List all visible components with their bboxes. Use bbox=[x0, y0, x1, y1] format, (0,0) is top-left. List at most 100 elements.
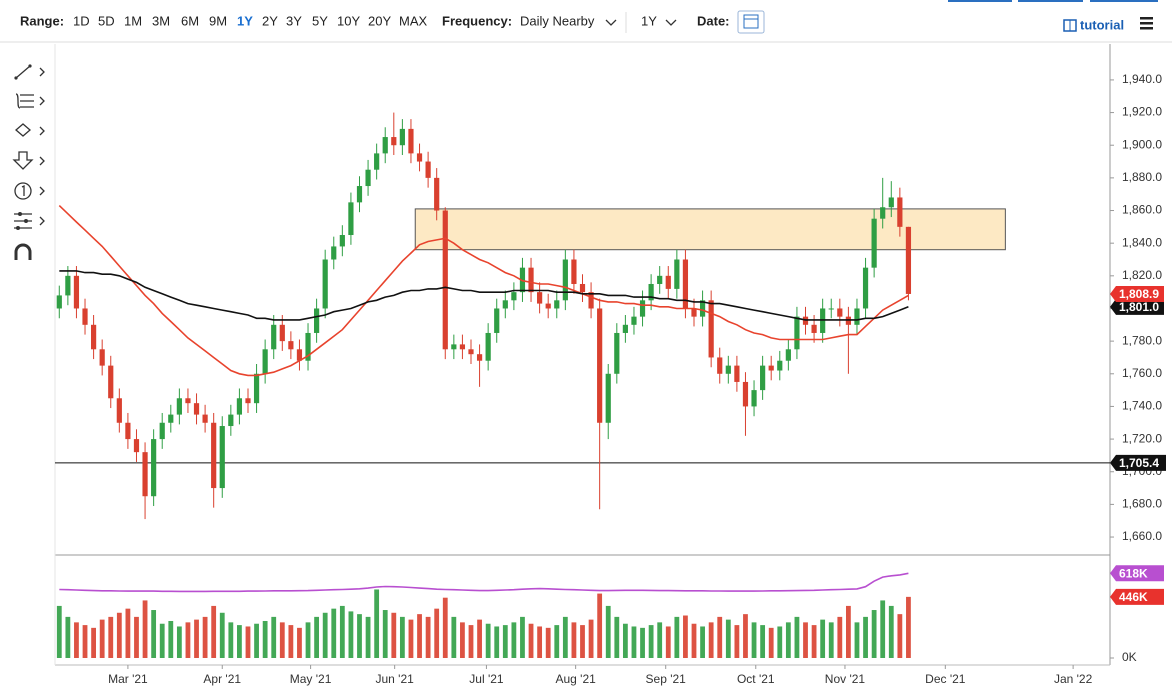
candle-body bbox=[262, 349, 268, 374]
tutorial-link[interactable]: tutorial bbox=[1063, 17, 1124, 32]
range-button[interactable]: 1Y bbox=[237, 13, 253, 28]
volume-bar bbox=[760, 625, 766, 658]
volume-bar bbox=[339, 605, 345, 658]
range-button[interactable]: 6M bbox=[181, 13, 199, 28]
volume-bar bbox=[202, 616, 208, 658]
volume-bar bbox=[399, 616, 405, 658]
range-button[interactable]: 2Y bbox=[262, 13, 278, 28]
volume-bar bbox=[82, 625, 88, 658]
volume-bar bbox=[708, 622, 714, 658]
volume-bar bbox=[537, 626, 543, 658]
volume-bar bbox=[288, 625, 294, 658]
candle-body bbox=[751, 390, 757, 407]
tool-arrow[interactable] bbox=[12, 151, 45, 170]
candle-body bbox=[639, 300, 646, 317]
candle-body bbox=[322, 259, 328, 309]
frequency-select[interactable]: Daily Nearby bbox=[520, 13, 595, 28]
value-tag bbox=[1110, 588, 1164, 605]
volume-bar bbox=[888, 605, 894, 658]
volume-bar bbox=[382, 610, 388, 658]
range-button[interactable]: MAX bbox=[399, 13, 428, 28]
range-button[interactable]: 5D bbox=[98, 13, 115, 28]
volume-bar bbox=[768, 627, 774, 658]
volume-bar bbox=[219, 612, 225, 658]
value-tag-label: 618K bbox=[1119, 566, 1148, 580]
range-button[interactable]: 20Y bbox=[368, 13, 391, 28]
range-button[interactable]: 1D bbox=[73, 13, 90, 28]
x-tick-label: Mar '21 bbox=[108, 672, 148, 686]
volume-bar bbox=[502, 625, 508, 658]
value-tag bbox=[1110, 285, 1164, 302]
candle-body bbox=[451, 344, 457, 350]
period-select[interactable]: 1Y bbox=[641, 13, 657, 28]
tab-edge bbox=[1090, 0, 1158, 2]
candle-body bbox=[279, 324, 285, 342]
x-tick-label: Oct '21 bbox=[737, 672, 775, 686]
candle-body bbox=[657, 275, 663, 284]
range-button[interactable]: 3Y bbox=[286, 13, 302, 28]
menu-button[interactable] bbox=[1140, 17, 1153, 30]
volume-bar bbox=[99, 619, 105, 658]
frequency-label: Frequency: bbox=[442, 13, 512, 28]
volume-bar bbox=[871, 610, 877, 658]
tutorial-text: tutorial bbox=[1080, 17, 1124, 32]
calendar-button[interactable] bbox=[737, 10, 765, 34]
volume-bar bbox=[845, 605, 851, 658]
tool-magnet[interactable] bbox=[14, 243, 32, 260]
volume-bar bbox=[717, 616, 723, 658]
candle-body bbox=[356, 186, 363, 203]
candle-body bbox=[854, 308, 860, 325]
candle-body bbox=[236, 398, 243, 415]
volume-bar bbox=[580, 625, 585, 658]
volume-bar bbox=[194, 619, 199, 658]
candle-body bbox=[734, 365, 740, 382]
volume-bar bbox=[417, 614, 422, 658]
candle-body bbox=[73, 275, 80, 309]
range-button[interactable]: 1M bbox=[124, 13, 142, 28]
tab-edge bbox=[1018, 0, 1083, 2]
tab-edge bbox=[948, 0, 1012, 2]
volume-bar bbox=[562, 616, 568, 658]
candle-body bbox=[459, 344, 466, 350]
range-button[interactable]: 9M bbox=[209, 13, 227, 28]
volume-bar bbox=[125, 608, 131, 658]
chevron bbox=[605, 19, 617, 26]
tool-annotation[interactable] bbox=[14, 182, 45, 200]
candle-body bbox=[571, 259, 577, 284]
volume-bar bbox=[331, 608, 337, 658]
volume-bar bbox=[211, 605, 217, 658]
volume-bar bbox=[151, 610, 157, 658]
volume-bar bbox=[640, 627, 645, 658]
range-button[interactable]: 5Y bbox=[312, 13, 328, 28]
volume-bar bbox=[254, 623, 259, 658]
tool-fib[interactable] bbox=[15, 93, 45, 109]
candle-body bbox=[845, 316, 851, 325]
candle-body bbox=[296, 349, 303, 361]
volume-bar bbox=[588, 619, 594, 658]
candle-body bbox=[99, 349, 105, 366]
candle-body bbox=[742, 381, 749, 407]
range-button[interactable]: 10Y bbox=[337, 13, 360, 28]
volume-bar bbox=[305, 622, 311, 658]
volume-bar bbox=[451, 616, 457, 658]
tool-shape[interactable] bbox=[15, 123, 45, 137]
candle-body bbox=[820, 308, 826, 333]
volume-bar bbox=[271, 616, 277, 658]
volume-bar bbox=[348, 611, 354, 658]
volume-bar bbox=[743, 614, 748, 658]
candle-body bbox=[391, 137, 397, 146]
candle-body bbox=[382, 137, 388, 154]
candle-body bbox=[416, 153, 423, 162]
range-button[interactable]: 3M bbox=[152, 13, 170, 28]
moving-average bbox=[59, 572, 909, 593]
menu-bar bbox=[1140, 27, 1153, 30]
y-tick-label: 1,860.0 bbox=[1122, 203, 1162, 217]
volume-bar bbox=[614, 616, 620, 658]
candle-body bbox=[176, 398, 182, 415]
y-tick-label: 1,720.0 bbox=[1122, 431, 1162, 445]
candle-body bbox=[811, 324, 817, 333]
tool-indicators[interactable] bbox=[14, 212, 45, 230]
tool-line[interactable] bbox=[14, 64, 45, 80]
candle-body bbox=[622, 324, 628, 333]
y-tick-label: 1,820.0 bbox=[1122, 268, 1162, 282]
